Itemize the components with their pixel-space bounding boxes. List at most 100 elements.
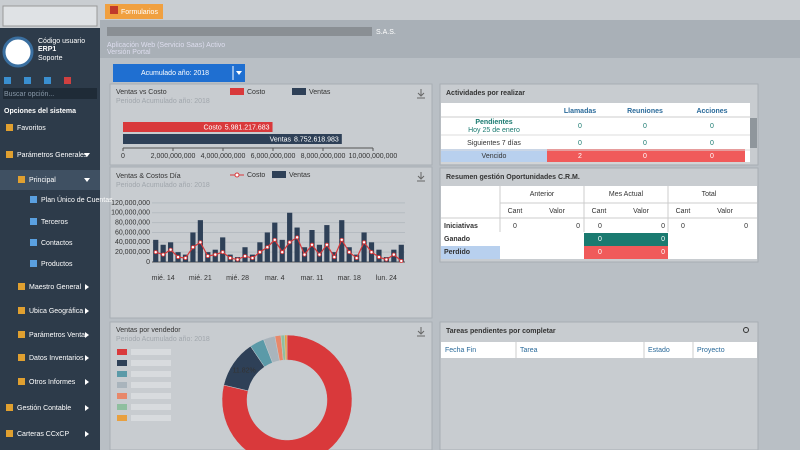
tab[interactable] (105, 4, 163, 19)
legend-label: Ventas (289, 172, 311, 179)
cell: 0 (598, 249, 602, 256)
x-tick-label: 4,000,000,000 (201, 153, 246, 160)
line-marker (399, 259, 404, 264)
menu-item: Otros Informes (29, 379, 76, 386)
legend-swatch (117, 382, 127, 388)
sub-header: Cant (508, 208, 523, 215)
chart-subtitle: Periodo Acumulado año: 2018 (116, 336, 210, 343)
line-marker (205, 254, 210, 259)
cell-teal (584, 233, 668, 246)
line-marker (354, 256, 359, 261)
menu-item: Productos (41, 261, 73, 268)
line-marker (339, 237, 344, 242)
menu-arrow (84, 153, 90, 157)
menu-arrow (85, 308, 89, 314)
value-label: 5.981.217.683 (225, 124, 270, 131)
bar (123, 122, 273, 132)
y-tick-label: 80,000,000 (115, 219, 150, 226)
menu-icon (6, 151, 13, 158)
row-label: Siguientes 7 días (467, 140, 521, 147)
bar (167, 242, 174, 262)
toolbar-icon (44, 77, 51, 84)
line-marker (332, 255, 337, 260)
sub-header: Cant (592, 208, 607, 215)
cell: 0 (513, 223, 517, 230)
period-button[interactable] (113, 64, 245, 82)
chart-subtitle: Periodo Acumulado año: 2018 (116, 182, 210, 189)
series-name: Ventas (270, 136, 292, 143)
top-bar (0, 0, 800, 20)
menu-arrow (85, 284, 89, 290)
cell-highlight (441, 149, 547, 162)
menu-arrow (85, 405, 89, 411)
bar (294, 227, 300, 262)
x-tick-label: mar. 4 (265, 275, 285, 282)
menu-icon (18, 354, 25, 361)
tab-icon (110, 6, 118, 14)
row-sublabel: Hoy 25 de enero (468, 127, 520, 134)
menu-icon (6, 404, 13, 411)
menu-icon (6, 124, 13, 131)
x-tick-label: mar. 18 (338, 275, 361, 282)
line-marker (362, 240, 367, 245)
x-tick-label: 6,000,000,000 (251, 153, 296, 160)
table-header (441, 342, 757, 358)
bar (287, 212, 293, 262)
cell: 0 (578, 123, 582, 130)
sub-header: Cant (676, 208, 691, 215)
y-tick-label: 120,000,000 (111, 200, 150, 207)
panel-title: Resumen gestión Oportunidades C.R.M. (446, 174, 580, 181)
x-tick-label: 0 (121, 153, 125, 160)
legend-swatch (230, 88, 244, 95)
bar (220, 237, 226, 262)
menu-item: Contactos (41, 240, 73, 247)
toolbar-icon (64, 77, 71, 84)
menu-item: Principal (29, 177, 56, 184)
y-tick-label: 60,000,000 (115, 229, 150, 236)
toolbar-icon (24, 77, 31, 84)
line-marker (265, 245, 270, 250)
menu-icon (30, 218, 37, 225)
menu-item: Favoritos (17, 125, 46, 132)
download-icon[interactable] (417, 327, 425, 337)
menu-icon (30, 196, 37, 203)
group-header: Total (702, 191, 717, 198)
menu-item: Maestro General (29, 284, 82, 291)
logo (2, 36, 34, 68)
cell: 0 (598, 236, 602, 243)
row-label: Iniciativas (444, 223, 478, 230)
menu-arrow (85, 332, 89, 338)
cell: 0 (661, 249, 665, 256)
line (155, 236, 402, 262)
line-marker (257, 250, 262, 255)
section-title: Opciones del sistema (4, 108, 76, 115)
sidebar-top-input (2, 5, 98, 27)
line-marker (280, 250, 285, 255)
line-marker (309, 242, 314, 247)
scrollbar (750, 118, 757, 148)
search-box[interactable] (3, 88, 97, 99)
service-status: Aplicación Web (Servicio Saas) Activo (107, 42, 225, 49)
button-caret (236, 71, 242, 75)
download-icon[interactable] (417, 172, 425, 182)
line-marker (369, 250, 374, 255)
menu-icon (18, 331, 25, 338)
legend-marker (234, 172, 240, 178)
column-header: Estado (648, 347, 670, 354)
search-icon[interactable] (743, 327, 749, 333)
menu-icon (30, 239, 37, 246)
menu-item: Carteras CCxCP (17, 431, 69, 438)
cell: 0 (744, 223, 748, 230)
line-marker (250, 256, 255, 261)
download-icon[interactable] (417, 89, 425, 99)
line-marker (213, 252, 218, 257)
line-marker (384, 257, 389, 262)
x-tick-label: mié. 28 (226, 275, 249, 282)
legend-blur (131, 371, 171, 377)
y-tick-label: 20,000,000 (115, 249, 150, 256)
line-marker (153, 250, 158, 255)
legend-label: Costo (247, 172, 265, 179)
bar (272, 222, 278, 262)
